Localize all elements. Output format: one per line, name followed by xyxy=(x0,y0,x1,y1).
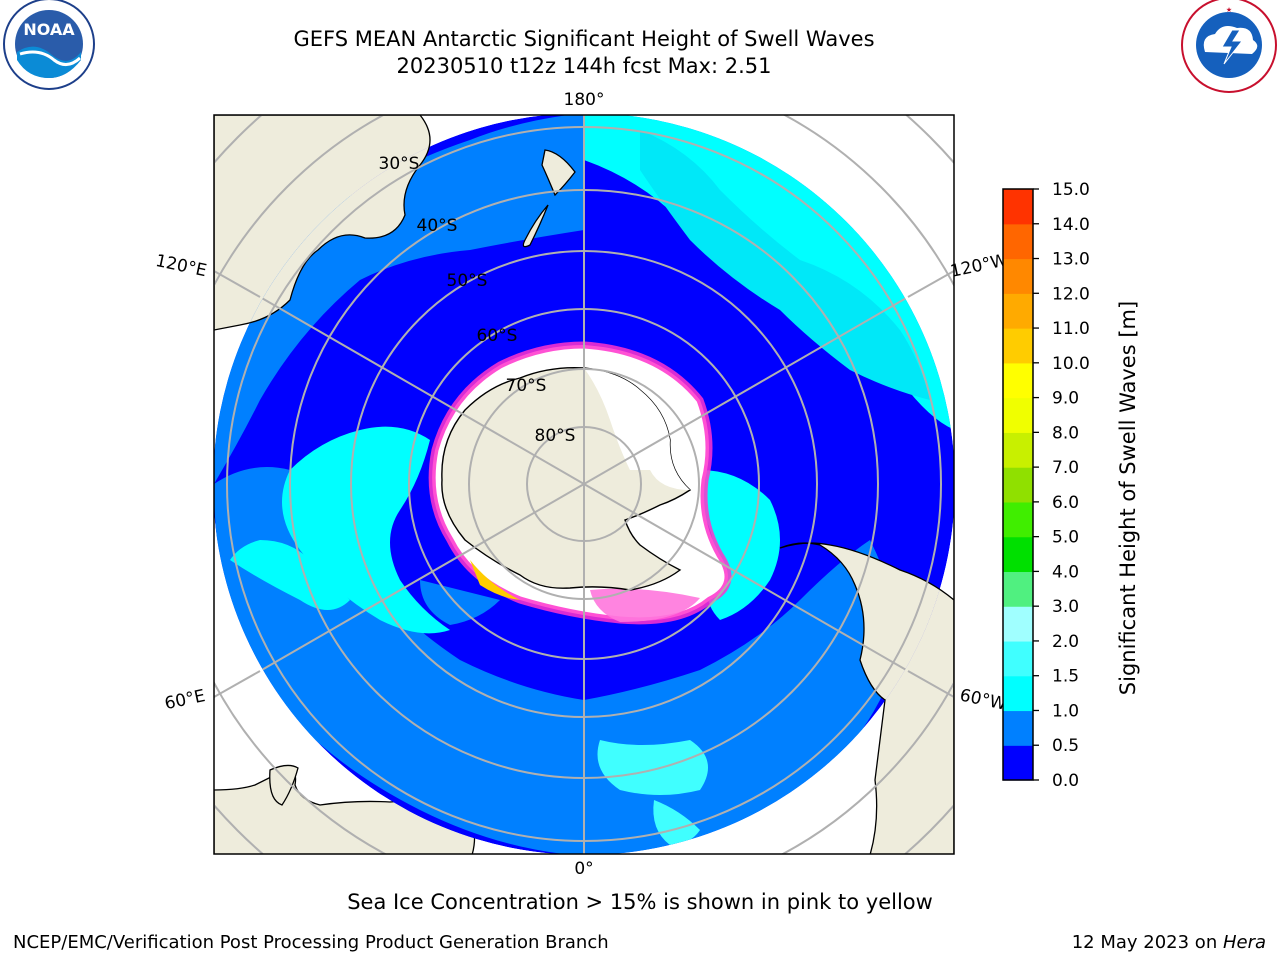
colorbar-label: Significant Height of Swell Waves [m] xyxy=(1116,300,1140,696)
footer-date: 12 May 2023 on Hera xyxy=(1072,932,1266,953)
latitude-label-70s: 70°S xyxy=(506,376,547,396)
colorbar-tick-label: 12.0 xyxy=(1052,284,1090,304)
colorbar-tick-label: 8.0 xyxy=(1052,423,1079,443)
colorbar-tick-label: 6.0 xyxy=(1052,493,1079,513)
colorbar-tick-label: 13.0 xyxy=(1052,250,1090,270)
meridian-label-60w: 60°W xyxy=(958,685,1008,714)
colorbar-tick-label: 15.0 xyxy=(1052,180,1090,200)
colorbar-swatch xyxy=(1003,362,1033,399)
colorbar-tick-label: 14.0 xyxy=(1052,215,1090,235)
meridian-label-0: 0° xyxy=(574,859,593,879)
footer-date-text: 12 May 2023 on xyxy=(1071,932,1223,953)
colorbar-swatch xyxy=(1003,328,1033,364)
colorbar-swatch xyxy=(1003,397,1033,433)
meridian-label-120w: 120°W xyxy=(949,250,1010,282)
colorbar-tick-label: 5.0 xyxy=(1052,528,1079,548)
colorbar-swatch xyxy=(1003,536,1033,573)
latitude-label-80s: 80°S xyxy=(535,426,576,446)
latitude-label-50s: 50°S xyxy=(447,271,488,291)
colorbar-frame xyxy=(1002,188,1034,781)
colorbar-swatch xyxy=(1003,606,1033,642)
colorbar-swatch xyxy=(1003,571,1033,607)
meridian-label-120e: 120°E xyxy=(154,251,209,281)
map-frame xyxy=(213,114,955,855)
colorbar-tick-label: 0.5 xyxy=(1052,736,1079,756)
latitude-label-30s: 30°S xyxy=(379,154,420,174)
colorbar-swatch xyxy=(1003,467,1033,503)
noaa-logo: NOAA xyxy=(3,0,95,90)
meridian-label-180: 180° xyxy=(564,90,605,110)
latitude-label-40s: 40°S xyxy=(417,216,458,236)
colorbar-swatch xyxy=(1003,640,1033,677)
colorbar-swatch xyxy=(1003,223,1033,260)
colorbar-swatch xyxy=(1003,293,1033,329)
latitude-labels: 30°S 40°S 50°S 60°S 70°S 80°S xyxy=(379,154,576,446)
nws-logo: ★ xyxy=(1181,0,1277,93)
sea-ice-caption: Sea Ice Concentration > 15% is shown in … xyxy=(347,890,933,914)
colorbar-tick-label: 10.0 xyxy=(1052,354,1090,374)
colorbar-tick-label: 7.0 xyxy=(1052,458,1079,478)
colorbar-tick-label: 1.5 xyxy=(1052,667,1079,687)
footer-machine: Hera xyxy=(1222,932,1266,953)
graticule xyxy=(226,115,942,854)
colorbar-tick-label: 1.0 xyxy=(1052,701,1079,721)
meridian-label-60e: 60°E xyxy=(163,686,207,714)
colorbar-swatch xyxy=(1003,258,1033,294)
colorbar-tick-label: 0.0 xyxy=(1052,771,1079,791)
noaa-logo-text: NOAA xyxy=(23,20,75,39)
colorbar-swatch xyxy=(1003,710,1033,746)
colorbar-swatch xyxy=(1003,432,1033,468)
colorbar-swatch xyxy=(1003,745,1033,781)
colorbar-tick-label: 9.0 xyxy=(1052,389,1079,409)
colorbar-swatch xyxy=(1003,501,1033,538)
colorbar-tick-label: 4.0 xyxy=(1052,562,1079,582)
title-line-1: GEFS MEAN Antarctic Significant Height o… xyxy=(293,27,875,51)
latitude-label-60s: 60°S xyxy=(477,326,518,346)
colorbar-tick-label: 2.0 xyxy=(1052,632,1079,652)
svg-text:★: ★ xyxy=(1226,6,1232,14)
colorbar-tick-label: 3.0 xyxy=(1052,597,1079,617)
colorbar-tick-label: 11.0 xyxy=(1052,319,1090,339)
footer-branch: NCEP/EMC/Verification Post Processing Pr… xyxy=(13,932,609,953)
colorbar: 0.0 0.5 1.0 1.5 2.0 3.0 4.0 5.0 6.0 7.0 8.0 9.0 10.0… xyxy=(1002,180,1090,791)
title-line-2: 20230510 t12z 144h fcst Max: 2.51 xyxy=(396,54,772,78)
colorbar-swatch xyxy=(1003,189,1033,225)
colorbar-swatch xyxy=(1003,675,1033,712)
